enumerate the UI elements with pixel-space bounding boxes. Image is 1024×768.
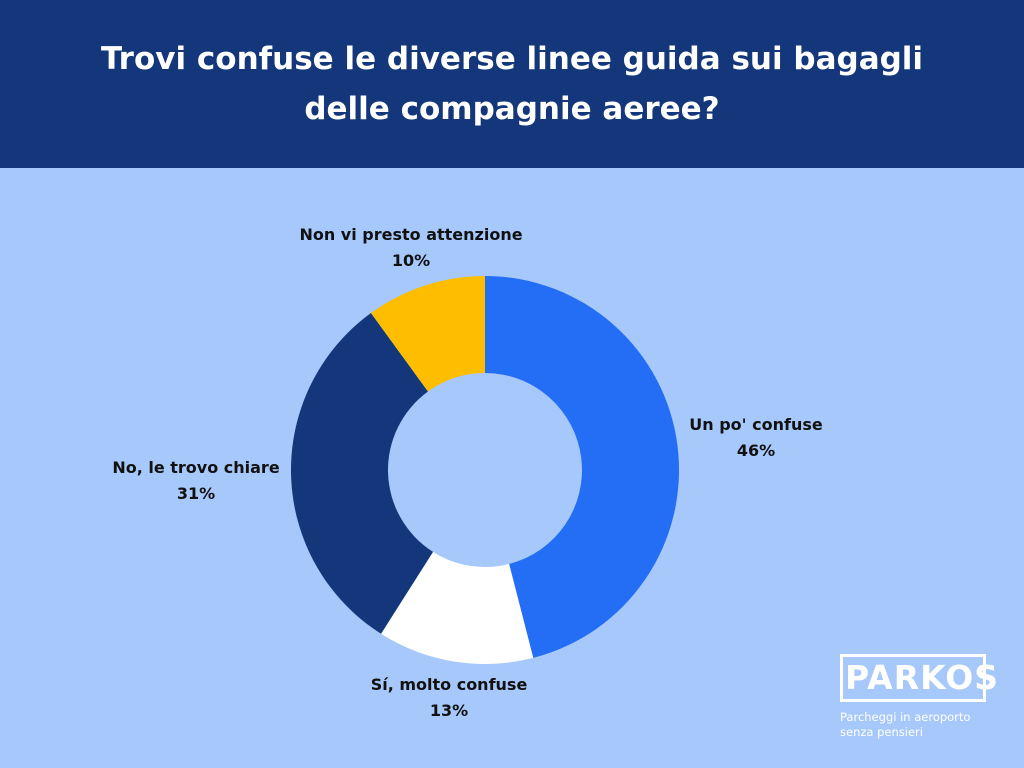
- donut-slices: [291, 276, 679, 664]
- donut-slice-2: [291, 313, 434, 634]
- chart-title-line-1: Trovi confuse le diverse linee guida sui…: [100, 41, 924, 77]
- slice-value-text: 46%: [737, 441, 775, 460]
- slice-label-no-le-trovo-chiare: No, le trovo chiare 31%: [112, 458, 280, 503]
- parkos-logo-tagline: Parcheggi in aeroporto senza pensieri: [840, 710, 1000, 740]
- donut-slice-3: [370, 276, 485, 392]
- parkos-tagline-line-2: senza pensieri: [840, 725, 923, 739]
- slice-label-text: Non vi presto attenzione: [299, 225, 522, 244]
- donut-slice-1: [381, 551, 534, 664]
- slice-label-si-molto-confuse: Sí, molto confuse 13%: [371, 675, 528, 720]
- slice-label-text: Sí, molto confuse: [371, 675, 528, 694]
- slice-label-text: Un po' confuse: [689, 415, 823, 434]
- slice-label-un-po-confuse: Un po' confuse 46%: [689, 415, 823, 460]
- header-banner: Trovi confuse le diverse linee guida sui…: [0, 0, 1024, 168]
- parkos-tagline-line-1: Parcheggi in aeroporto: [840, 710, 971, 724]
- chart-title-line-2: delle compagnie aeree?: [304, 91, 720, 127]
- slice-value-text: 31%: [177, 484, 215, 503]
- donut-slice-0: [485, 276, 679, 658]
- slice-label-text: No, le trovo chiare: [112, 458, 280, 477]
- slice-value-text: 13%: [430, 701, 468, 720]
- chart-title: Trovi confuse le diverse linee guida sui…: [82, 34, 942, 134]
- slice-value-text: 10%: [392, 251, 430, 270]
- parkos-logo: PARKOS Parcheggi in aeroporto senza pens…: [840, 654, 998, 740]
- slice-label-non-vi-presto-attenzione: Non vi presto attenzione 10%: [299, 225, 522, 270]
- parkos-logo-wordmark: PARKOS: [840, 654, 998, 702]
